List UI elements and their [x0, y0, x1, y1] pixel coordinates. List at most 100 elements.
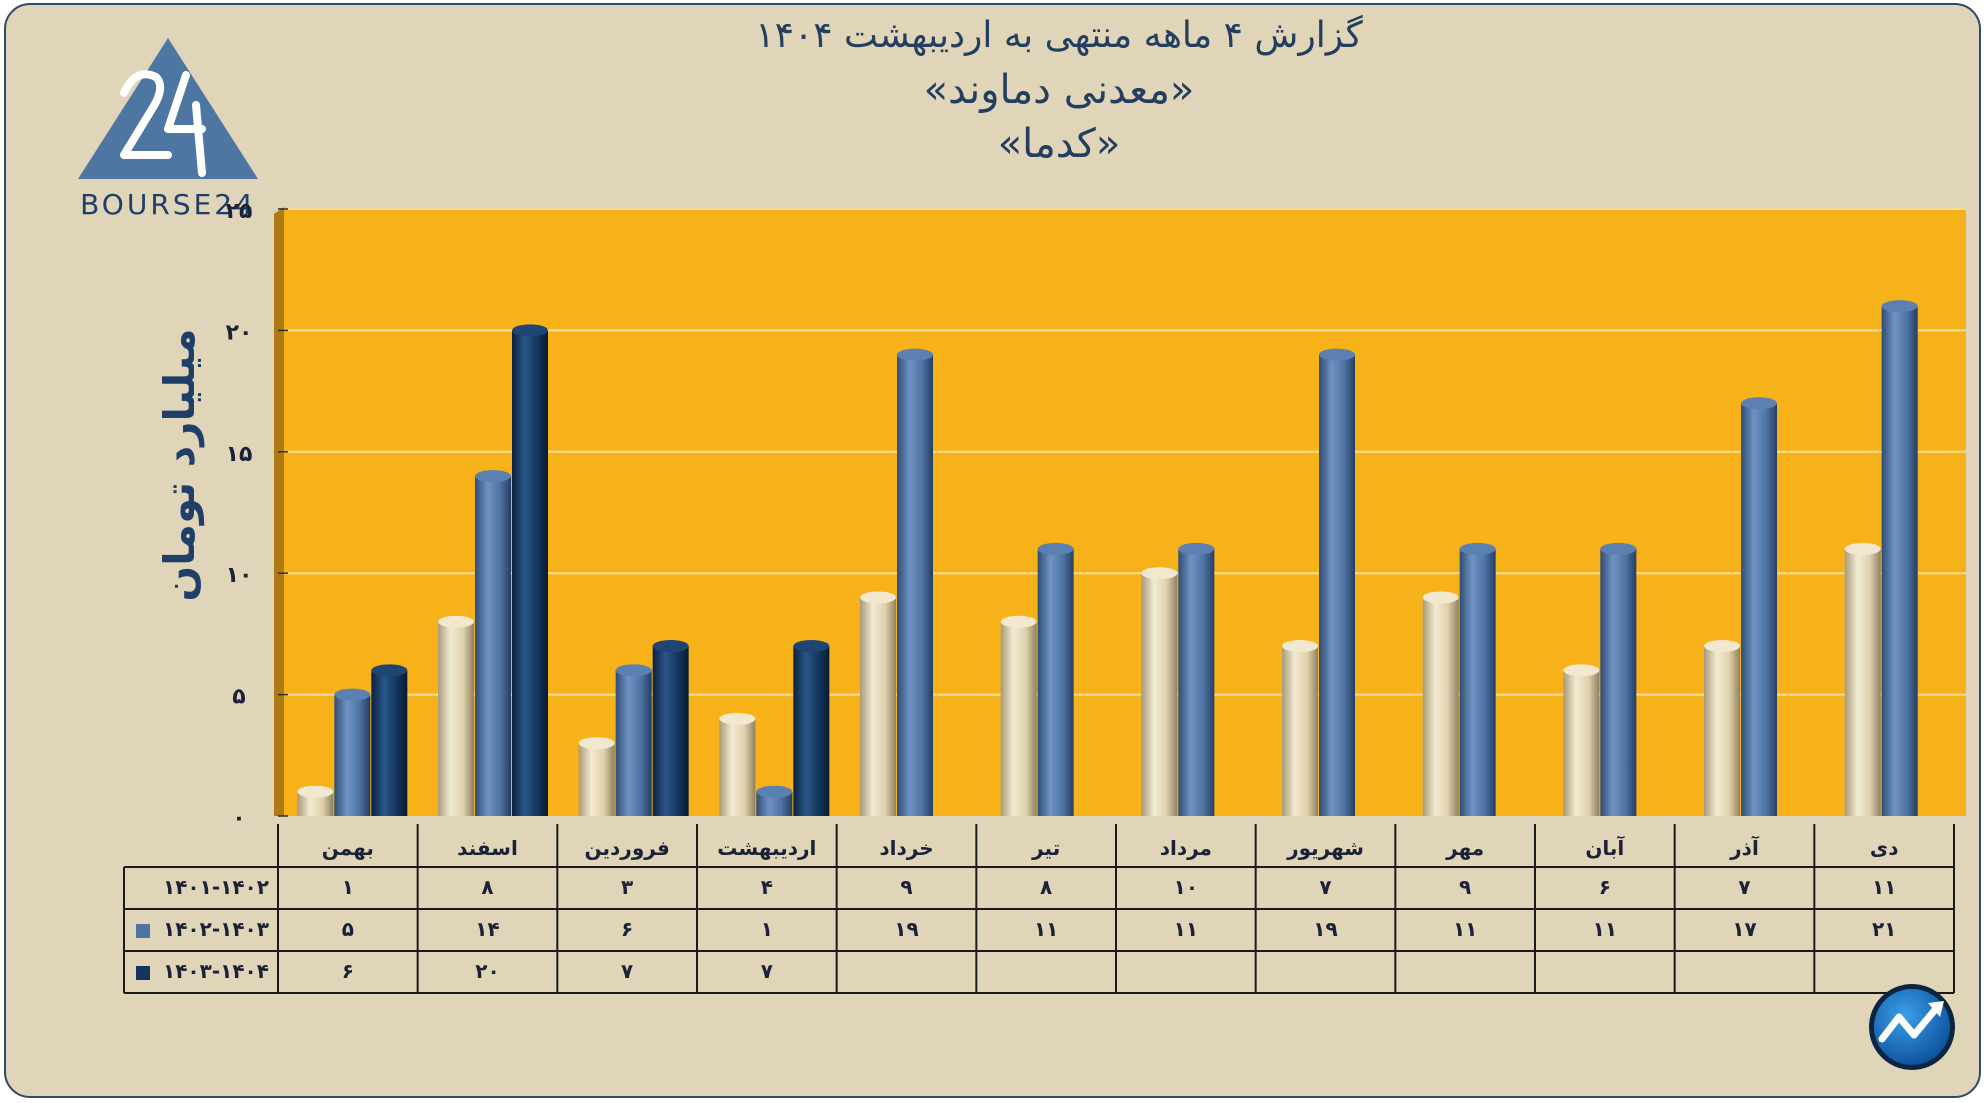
bar [438, 621, 474, 816]
bar [1704, 646, 1740, 816]
bar-cap [1459, 542, 1496, 555]
bar [512, 330, 548, 816]
table-cell-value: ۹ [900, 875, 912, 899]
bar [1741, 403, 1777, 816]
bar-cap [334, 688, 371, 701]
chart-title-line1: گزارش ۴ ماهه منتهی به اردیبهشت ۱۴۰۴ [755, 14, 1363, 56]
bar-cap [756, 785, 793, 798]
category-label: اردیبهشت [717, 836, 816, 860]
y-tick-label: ۱۵ [226, 442, 253, 467]
y-axis-ticks: ۰ ۵ ۱۰ ۱۵ ۲۰ ۲۵ [226, 199, 288, 831]
y-tick-label: ۲۵ [226, 199, 253, 224]
table-cell-value: ۷ [621, 959, 633, 983]
table-cell-value: ۶ [342, 959, 354, 983]
category-label: دی [1870, 836, 1899, 860]
bar-cap [578, 737, 615, 750]
bar-cap [512, 324, 548, 337]
plot-depth-wall [274, 207, 284, 816]
bar-cap [1704, 640, 1740, 653]
category-label: فروردین [585, 836, 670, 860]
table-cell-value: ۴ [761, 875, 773, 899]
logo-triangle-icon [78, 38, 258, 179]
table-cell-value: ۱۱ [1872, 875, 1896, 899]
bar-cap [719, 712, 756, 725]
bar-cap [1000, 615, 1037, 628]
chart-title-line2: «معدنی دماوند» [924, 67, 1195, 113]
bar [1563, 670, 1600, 816]
bar-cap [1178, 542, 1215, 555]
table-cell-value: ۶ [621, 917, 633, 941]
bar [719, 718, 756, 816]
table-cell-value: ۷ [761, 959, 773, 983]
bar-cap [860, 591, 896, 604]
bars [297, 300, 1918, 816]
bar-cap [615, 664, 652, 677]
bar [1282, 646, 1318, 816]
bar [1141, 573, 1178, 816]
category-label: شهریور [1286, 836, 1364, 860]
table-cell-value: ۱۹ [1313, 917, 1337, 941]
bar [615, 670, 652, 816]
bar-cap [1141, 567, 1178, 580]
category-label: آذر [1729, 835, 1760, 860]
table-cell-value: ۱۴ [475, 917, 499, 941]
bar [1459, 548, 1496, 816]
table-cell-value: ۱ [761, 917, 773, 941]
chart-frame: گزارش ۴ ماهه منتهی به اردیبهشت ۱۴۰۴ «معد… [4, 3, 1981, 1098]
y-tick-label: ۱۰ [226, 563, 253, 588]
table-cell-value: ۳ [621, 875, 633, 899]
table-cell-value: ۸ [1040, 875, 1052, 899]
table-cell-value: ۵ [342, 917, 354, 941]
data-table: بهمن اسفند فروردین اردیبهشت خرداد تیر مرداد شهر… [123, 824, 1955, 994]
table-cell-value: ۷ [1319, 875, 1331, 899]
bar-cap [1741, 397, 1777, 410]
y-tick-label: ۲۰ [226, 320, 253, 345]
bar-cap [1881, 300, 1918, 313]
category-label: مرداد [1160, 836, 1212, 860]
bar-cap [371, 664, 408, 677]
grid-lines [284, 208, 1966, 696]
bar [1600, 548, 1637, 816]
bar [1319, 354, 1355, 816]
bar [1178, 548, 1215, 816]
table-cell-value: ۷ [1738, 875, 1750, 899]
bar [578, 743, 615, 816]
y-tick-label: ۵ [232, 685, 245, 710]
bar-cap [652, 640, 689, 653]
bar [793, 646, 830, 816]
bar [1881, 306, 1918, 816]
bar-cap [1282, 640, 1318, 653]
bar [1037, 548, 1074, 816]
chart-title-line3: «کدما» [998, 121, 1121, 167]
table-cell-value: ۱۱ [1593, 917, 1617, 941]
bar [334, 694, 371, 816]
bar-cap [297, 785, 334, 798]
y-tick-label: ۰ [232, 806, 245, 831]
bar [652, 646, 689, 816]
bar [860, 597, 896, 816]
bar-cap [438, 615, 474, 628]
bar-cap [1844, 542, 1881, 555]
table-cell-value: ۱۷ [1732, 917, 1756, 941]
category-label: مهر [1445, 836, 1484, 860]
chart-svg: گزارش ۴ ماهه منتهی به اردیبهشت ۱۴۰۴ «معد… [78, 14, 1966, 1070]
table-cell-value: ۱ [342, 875, 354, 899]
bar [897, 354, 933, 816]
table-cell-value: ۱۹ [894, 917, 918, 941]
category-label: آبان [1585, 835, 1625, 860]
bar-cap [897, 348, 933, 361]
trend-arrow-badge-icon [1869, 984, 1955, 1070]
legend-key [136, 924, 150, 938]
table-cell-value: ۱۰ [1174, 875, 1198, 899]
table-cell-value: ۸ [481, 875, 493, 899]
table-cell-value: ۱۱ [1453, 917, 1477, 941]
bar [371, 670, 408, 816]
bar [1844, 548, 1881, 816]
table-cell-value: ۹ [1459, 875, 1471, 899]
category-label: تیر [1031, 836, 1060, 860]
y-axis-label: میلیارد تومان [155, 328, 205, 601]
bar-cap [793, 640, 830, 653]
bar-cap [1319, 348, 1355, 361]
bar-cap [1563, 664, 1600, 677]
table-cell-value: ۲۱ [1872, 917, 1896, 941]
